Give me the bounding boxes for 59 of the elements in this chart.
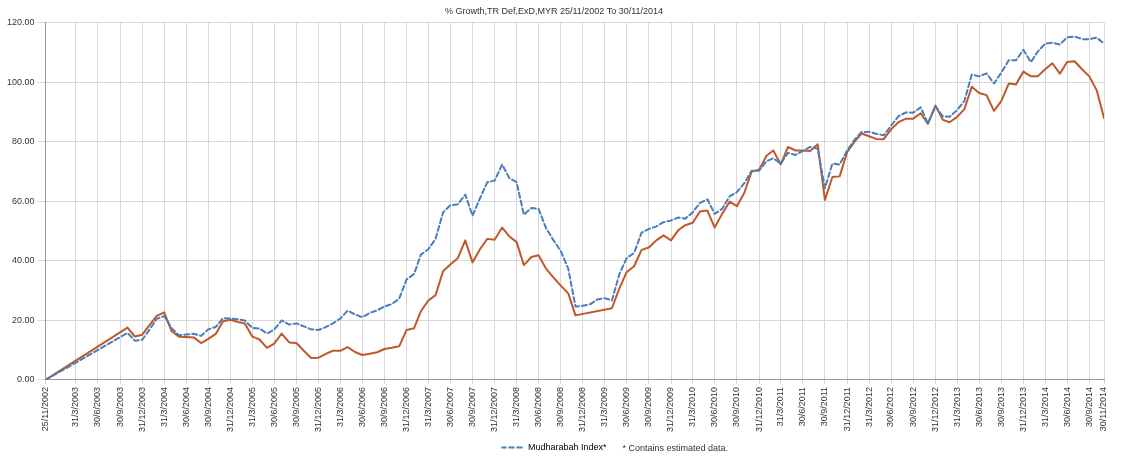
x-tick-label: 30/11/2014	[1098, 386, 1109, 432]
x-tick-label: 30/6/2014	[1061, 386, 1072, 427]
x-tick-label: 31/12/2011	[841, 386, 852, 432]
x-tick-label: 30/6/2007	[444, 386, 455, 427]
x-tick-label: 30/9/2013	[995, 386, 1006, 427]
y-tick-label: 60.00	[12, 195, 35, 206]
x-tick-label: 31/3/2011	[775, 386, 786, 427]
x-tick-label: 31/12/2004	[225, 386, 236, 432]
x-tick-label: 30/9/2006	[378, 386, 389, 427]
y-tick-label: 40.00	[12, 255, 35, 266]
legend-label: Mudharabah Index*	[527, 441, 608, 452]
x-tick-label: 31/12/2009	[665, 386, 676, 432]
x-tick-label: 30/9/2011	[819, 386, 830, 427]
x-tick-label: 31/3/2013	[951, 386, 962, 427]
y-tick-label: 120.00	[7, 17, 35, 28]
x-tick-label: 30/9/2010	[731, 386, 742, 427]
x-tick-label: 31/3/2008	[511, 386, 522, 427]
y-tick-label: 0.00	[17, 374, 35, 385]
x-tick-label: 31/12/2008	[577, 386, 588, 432]
x-tick-label: 31/12/2010	[753, 386, 764, 432]
x-tick-label: 30/9/2004	[202, 386, 213, 427]
x-tick-label: 31/3/2007	[422, 386, 433, 427]
x-tick-label: 31/12/2005	[313, 386, 324, 432]
x-tick-label: 30/9/2005	[290, 386, 301, 427]
x-tick-label: 30/9/2003	[114, 386, 125, 427]
x-tick-label: 30/9/2009	[643, 386, 654, 427]
x-tick-label: 30/9/2012	[907, 386, 918, 427]
x-tick-label: 30/6/2005	[268, 386, 279, 427]
x-tick-label: 31/3/2012	[863, 386, 874, 427]
x-tick-label: 30/6/2010	[709, 386, 720, 427]
x-tick-label: 30/6/2009	[621, 386, 632, 427]
x-tick-label: 30/6/2012	[885, 386, 896, 427]
x-tick-label: 31/12/2006	[401, 386, 412, 432]
x-tick-label: 30/6/2013	[973, 386, 984, 427]
x-tick-label: 30/6/2008	[533, 386, 544, 427]
x-tick-label: 31/12/2012	[929, 386, 940, 432]
x-tick-label: 31/3/2004	[158, 386, 169, 427]
y-tick-label: 80.00	[12, 136, 35, 147]
x-tick-label: 30/9/2014	[1083, 386, 1094, 427]
y-tick-label: 20.00	[12, 314, 35, 325]
x-tick-label: 31/12/2003	[136, 386, 147, 432]
x-tick-label: 31/3/2010	[687, 386, 698, 427]
x-tick-label: 30/6/2003	[92, 386, 103, 427]
x-tick-label: 30/6/2006	[356, 386, 367, 427]
x-tick-label: 31/12/2007	[489, 386, 500, 432]
chart-title: % Growth,TR Def,ExD,MYR 25/11/2002 To 30/11/2014	[444, 5, 664, 16]
y-tick-label: 100.00	[7, 76, 35, 87]
x-tick-label: 30/9/2008	[555, 386, 566, 427]
x-tick-label: 31/3/2006	[334, 386, 345, 427]
x-tick-label: 31/3/2014	[1039, 386, 1050, 427]
text: * Contains estimated data.	[622, 442, 729, 453]
x-tick-label: 30/9/2007	[466, 386, 477, 427]
x-tick-label: 31/3/2003	[70, 386, 81, 427]
x-tick-label: 25/11/2002	[40, 386, 51, 432]
x-tick-label: 31/12/2013	[1017, 386, 1028, 432]
x-tick-label: 31/3/2009	[599, 386, 610, 427]
x-tick-label: 30/6/2011	[797, 386, 808, 427]
x-tick-label: 31/3/2005	[246, 386, 257, 427]
x-tick-label: 30/6/2004	[180, 386, 191, 427]
